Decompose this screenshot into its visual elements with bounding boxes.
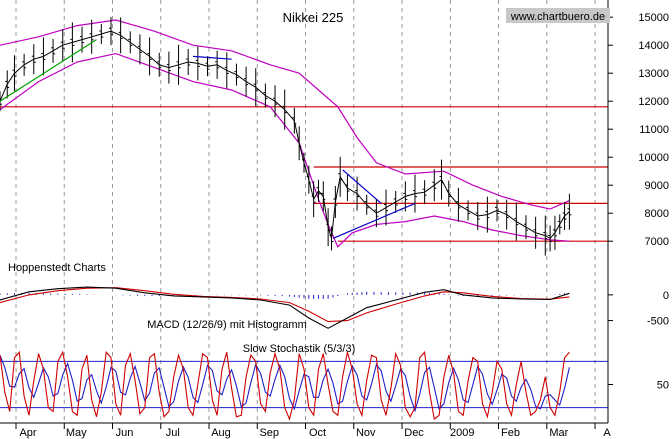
- macd-label: MACD (12/26/9) mit Histogramm: [147, 319, 307, 331]
- x-tick-label: A: [603, 427, 611, 439]
- source-label: Hoppenstedt Charts: [8, 262, 106, 274]
- stoch-d-line: [0, 355, 570, 413]
- x-tick-label: Nov: [356, 427, 376, 439]
- price-tick-label: 10000: [638, 152, 669, 164]
- x-tick-label: Jul: [166, 427, 180, 439]
- x-tick-label: Feb: [501, 427, 520, 439]
- trendline: [332, 202, 416, 239]
- macd-tick-label: 0: [663, 290, 669, 302]
- price-tick-label: 9000: [645, 180, 669, 192]
- stoch-k-line: [0, 350, 570, 421]
- x-tick-label: Mar: [549, 427, 568, 439]
- x-tick-label: Aug: [211, 427, 231, 439]
- grid-layer: [15, 0, 596, 423]
- x-tick-label: Dec: [404, 427, 424, 439]
- chart-title: Nikkei 225: [283, 10, 344, 25]
- stoch-label: Slow Stochastik (5/3/3): [243, 343, 356, 355]
- series-layer: [0, 17, 572, 421]
- lower-band-line: [0, 52, 570, 248]
- macd-tick-label: -500: [647, 316, 669, 328]
- price-tick-label: 12000: [638, 96, 669, 108]
- x-tick-label: Jun: [116, 427, 134, 439]
- price-close-line: [0, 30, 570, 240]
- price-tick-label: 15000: [638, 12, 669, 24]
- price-tick-label: 11000: [639, 124, 669, 136]
- upper-band-line: [0, 19, 570, 210]
- watermark-text: www.chartbuero.de: [510, 11, 605, 23]
- price-tick-label: 14000: [638, 40, 669, 52]
- x-tick-label: Oct: [309, 427, 326, 439]
- x-tick-label: Sep: [259, 427, 279, 439]
- x-tick-label: 2009: [450, 427, 474, 439]
- price-tick-label: 7000: [645, 236, 669, 248]
- price-tick-label: 13000: [638, 68, 669, 80]
- x-tick-label: Apr: [19, 427, 36, 439]
- levels-layer: [0, 106, 608, 409]
- trendline: [0, 39, 97, 102]
- price-tick-label: 8000: [645, 208, 669, 220]
- macd-line: [0, 286, 570, 329]
- watermark-box: [506, 8, 610, 23]
- stoch-tick-label: 50: [657, 380, 669, 392]
- trendline: [192, 55, 232, 60]
- x-tick-label: May: [66, 427, 87, 439]
- trendline: [342, 169, 382, 204]
